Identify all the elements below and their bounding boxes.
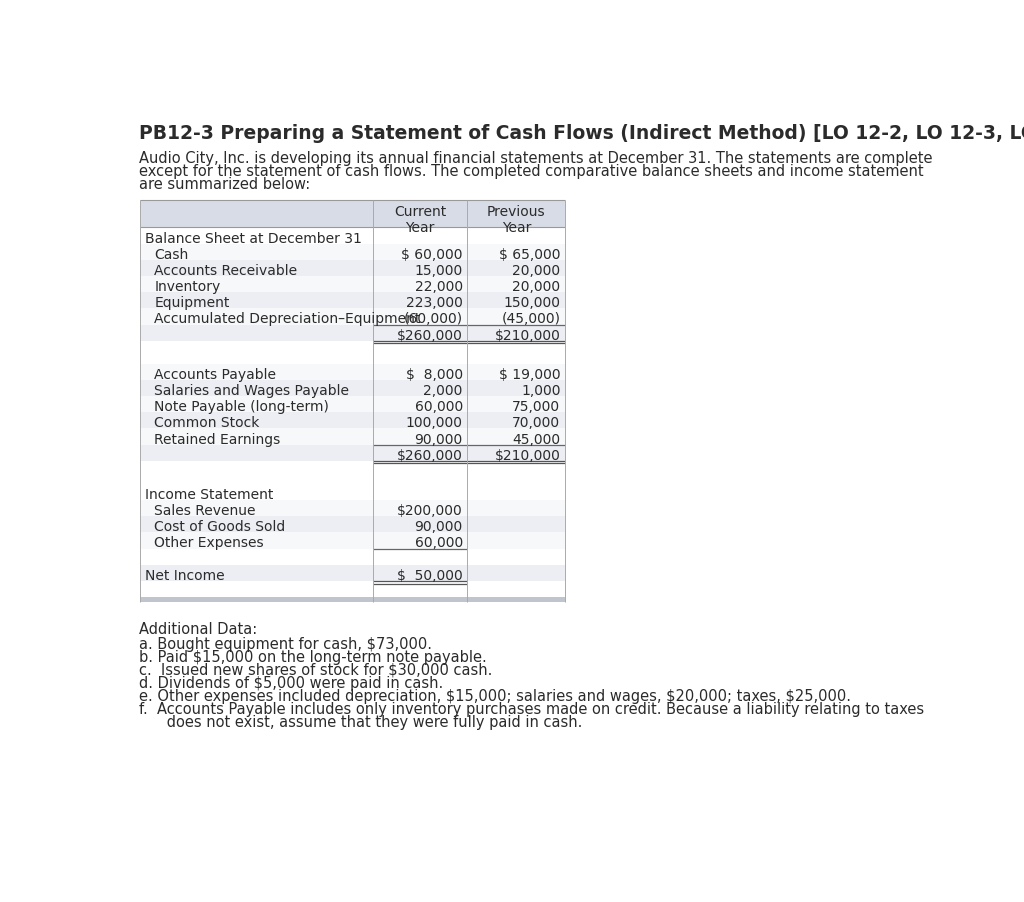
Text: Inventory: Inventory <box>155 280 220 294</box>
Text: $210,000: $210,000 <box>495 328 560 342</box>
Bar <box>140 360 565 364</box>
Bar <box>140 533 565 549</box>
Text: a. Bought equipment for cash, $73,000.: a. Bought equipment for cash, $73,000. <box>139 636 432 651</box>
Text: $ 65,000: $ 65,000 <box>499 247 560 262</box>
Text: $  8,000: $ 8,000 <box>406 367 463 382</box>
Text: except for the statement of cash flows. The completed comparative balance sheets: except for the statement of cash flows. … <box>139 163 924 179</box>
Text: Common Stock: Common Stock <box>155 416 260 430</box>
Text: d. Dividends of $5,000 were paid in cash.: d. Dividends of $5,000 were paid in cash… <box>139 675 443 690</box>
Text: Equipment: Equipment <box>155 296 229 310</box>
Text: c.  Issued new shares of stock for $30,000 cash.: c. Issued new shares of stock for $30,00… <box>139 662 493 677</box>
Text: (60,000): (60,000) <box>403 312 463 326</box>
Text: PB12-3 Preparing a Statement of Cash Flows (Indirect Method) [LO 12-2, LO 12-3, : PB12-3 Preparing a Statement of Cash Flo… <box>139 124 1024 143</box>
Text: $  50,000: $ 50,000 <box>397 568 463 582</box>
Text: Previous
Year: Previous Year <box>487 205 546 235</box>
Text: $ 60,000: $ 60,000 <box>401 247 463 262</box>
Text: Retained Earnings: Retained Earnings <box>155 432 281 446</box>
Bar <box>140 293 565 309</box>
Bar <box>140 429 565 445</box>
Text: does not exist, assume that they were fully paid in cash.: does not exist, assume that they were fu… <box>139 714 583 730</box>
Bar <box>140 397 565 413</box>
Bar <box>140 566 565 581</box>
Text: (45,000): (45,000) <box>502 312 560 326</box>
Bar <box>140 277 565 293</box>
Text: f.  Accounts Payable includes only inventory purchases made on credit. Because a: f. Accounts Payable includes only invent… <box>139 701 924 716</box>
Text: e. Other expenses included depreciation, $15,000; salaries and wages, $20,000; t: e. Other expenses included depreciation,… <box>139 688 851 704</box>
Text: 60,000: 60,000 <box>415 400 463 414</box>
Text: $ 19,000: $ 19,000 <box>499 367 560 382</box>
Text: 20,000: 20,000 <box>512 280 560 294</box>
Bar <box>140 341 565 357</box>
Bar <box>140 364 565 381</box>
Bar <box>140 244 565 261</box>
Text: Note Payable (long-term): Note Payable (long-term) <box>155 400 330 414</box>
Text: 1,000: 1,000 <box>521 383 560 398</box>
Text: 90,000: 90,000 <box>415 520 463 534</box>
Text: 20,000: 20,000 <box>512 263 560 278</box>
Text: Accounts Payable: Accounts Payable <box>155 367 276 382</box>
Bar <box>140 480 565 484</box>
Text: 2,000: 2,000 <box>424 383 463 398</box>
Text: Accounts Receivable: Accounts Receivable <box>155 263 298 278</box>
Bar <box>140 413 565 429</box>
Text: 15,000: 15,000 <box>415 263 463 278</box>
Text: b. Paid $15,000 on the long-term note payable.: b. Paid $15,000 on the long-term note pa… <box>139 649 486 664</box>
Text: Current
Year: Current Year <box>394 205 446 235</box>
Text: 75,000: 75,000 <box>512 400 560 414</box>
Bar <box>140 581 565 597</box>
Text: 150,000: 150,000 <box>504 296 560 310</box>
Text: Audio City, Inc. is developing its annual financial statements at December 31. T: Audio City, Inc. is developing its annua… <box>139 151 932 166</box>
Bar <box>140 517 565 533</box>
Text: 90,000: 90,000 <box>415 432 463 446</box>
Text: are summarized below:: are summarized below: <box>139 177 310 192</box>
Bar <box>140 549 565 566</box>
Text: Cost of Goods Sold: Cost of Goods Sold <box>155 520 286 534</box>
Bar <box>140 261 565 277</box>
Bar <box>140 445 565 461</box>
Text: $210,000: $210,000 <box>495 448 560 462</box>
Text: $260,000: $260,000 <box>397 328 463 342</box>
Text: Other Expenses: Other Expenses <box>155 536 264 550</box>
Bar <box>140 381 565 397</box>
Text: Cash: Cash <box>155 247 188 262</box>
Bar <box>140 597 565 603</box>
Text: Salaries and Wages Payable: Salaries and Wages Payable <box>155 383 349 398</box>
Bar <box>140 228 565 244</box>
Bar <box>140 200 565 228</box>
Text: 60,000: 60,000 <box>415 536 463 550</box>
Text: Income Statement: Income Statement <box>145 487 273 502</box>
Text: 70,000: 70,000 <box>512 416 560 430</box>
Bar <box>140 484 565 501</box>
Bar <box>140 461 565 477</box>
Text: $260,000: $260,000 <box>397 448 463 462</box>
Text: Additional Data:: Additional Data: <box>139 621 257 636</box>
Text: Balance Sheet at December 31: Balance Sheet at December 31 <box>145 231 361 245</box>
Text: Sales Revenue: Sales Revenue <box>155 503 256 518</box>
Bar <box>140 325 565 341</box>
Text: 223,000: 223,000 <box>406 296 463 310</box>
Text: Net Income: Net Income <box>145 568 224 582</box>
Bar <box>140 501 565 517</box>
Text: 45,000: 45,000 <box>512 432 560 446</box>
Text: 100,000: 100,000 <box>406 416 463 430</box>
Text: 22,000: 22,000 <box>415 280 463 294</box>
Text: $200,000: $200,000 <box>397 503 463 518</box>
Bar <box>140 309 565 325</box>
Text: Accumulated Depreciation–Equipment: Accumulated Depreciation–Equipment <box>155 312 421 326</box>
